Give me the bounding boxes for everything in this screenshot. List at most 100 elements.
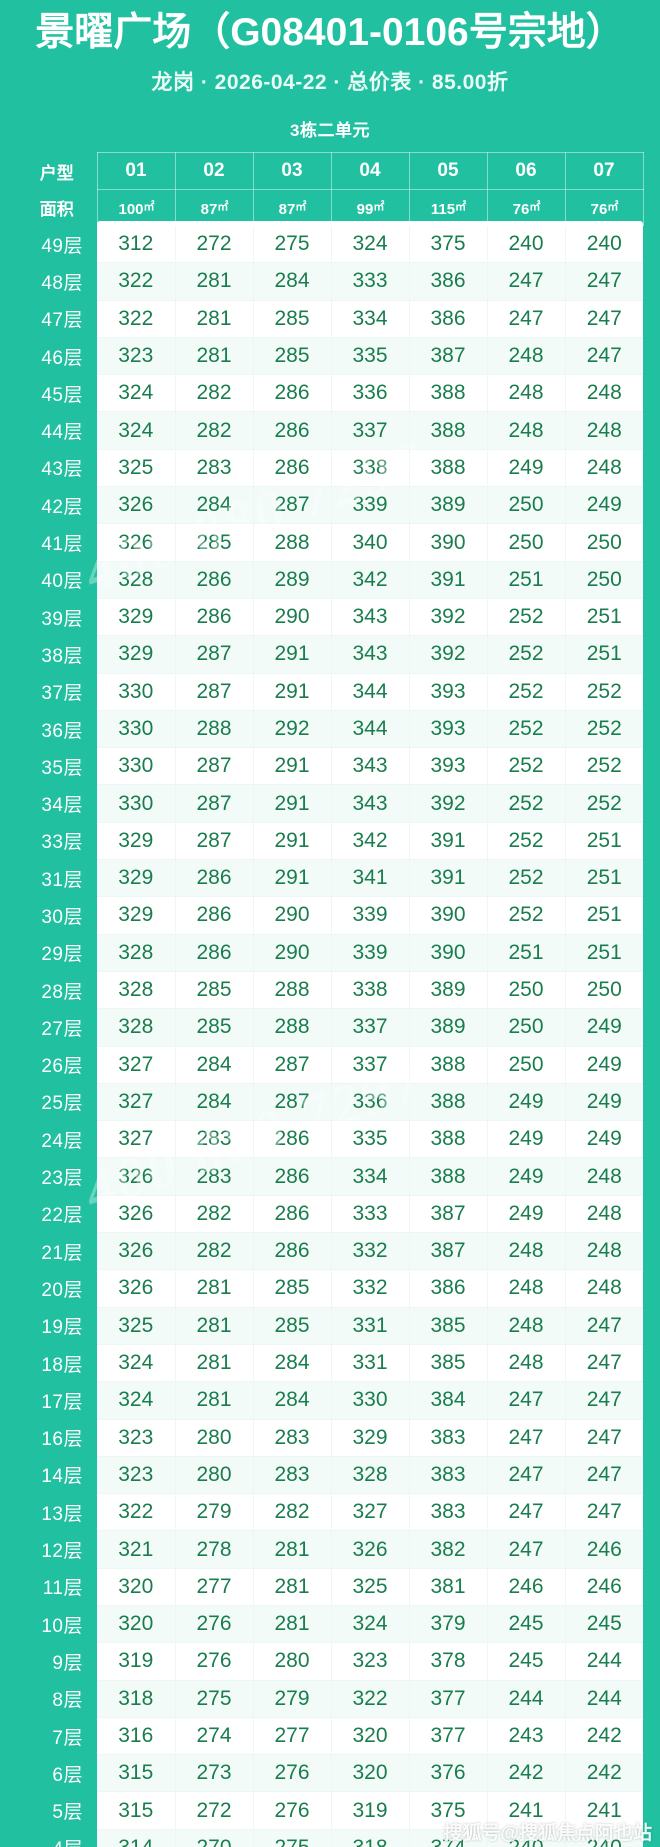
- row-floor-label: 26层: [41, 1056, 83, 1078]
- price-cell: 319: [97, 1642, 176, 1681]
- price-cell: 328: [97, 971, 176, 1010]
- price-cell: 276: [175, 1642, 254, 1681]
- table-row: 31层 329 286 291 341 391 252 251: [17, 859, 643, 898]
- price-cell: 252: [487, 896, 566, 935]
- price-cell: 379: [409, 1605, 488, 1644]
- price-cell: 247: [565, 1456, 643, 1495]
- price-cell: 282: [175, 1232, 254, 1271]
- price-cell: 330: [97, 710, 176, 749]
- column-area-07: 76㎡: [564, 189, 644, 226]
- price-cell: 329: [331, 1419, 410, 1457]
- row-floor-label: 36层: [41, 720, 83, 742]
- price-cell: 390: [409, 896, 488, 935]
- price-cell: 328: [97, 561, 176, 599]
- price-cell: 388: [409, 449, 488, 488]
- price-cell: 285: [253, 1269, 332, 1308]
- price-cell: 387: [409, 1232, 488, 1271]
- column-area-06: 76㎡: [486, 189, 566, 226]
- header-label-area: 面积: [39, 200, 74, 219]
- price-cell: 250: [565, 971, 643, 1010]
- price-cell: 322: [331, 1680, 410, 1718]
- table-row: 16层 323 280 283 329 383 247 247: [17, 1419, 643, 1457]
- price-cell: 248: [487, 1232, 566, 1271]
- table-header-row-unit: 户型 01 02 03 04 05 06 07: [17, 152, 644, 190]
- price-cell: 283: [253, 1419, 332, 1457]
- price-cell: 281: [175, 300, 254, 338]
- price-cell: 287: [175, 673, 254, 711]
- row-floor-label: 49层: [41, 235, 83, 257]
- price-cell: 250: [487, 971, 566, 1010]
- price-cell: 329: [97, 822, 176, 861]
- price-cell: 276: [253, 1791, 332, 1830]
- row-floor-label: 41层: [41, 534, 83, 556]
- price-cell: 326: [97, 1232, 176, 1271]
- row-floor-label: 20层: [41, 1279, 83, 1301]
- price-cell: 280: [253, 1642, 332, 1681]
- price-cell: 284: [253, 1344, 332, 1383]
- price-cell: 339: [331, 896, 410, 935]
- price-cell: 286: [175, 561, 254, 599]
- table-row: 27层 328 285 288 337 389 250 249: [17, 1008, 643, 1047]
- price-cell: 250: [487, 1008, 566, 1047]
- price-cell: 240: [487, 1829, 566, 1847]
- price-cell: 246: [487, 1568, 566, 1606]
- price-cell: 240: [487, 225, 566, 264]
- price-cell: 286: [175, 896, 254, 935]
- price-cell: 318: [97, 1680, 176, 1718]
- price-cell: 281: [175, 1381, 254, 1420]
- price-cell: 281: [253, 1605, 332, 1644]
- price-cell: 248: [487, 374, 566, 413]
- price-cell: 249: [487, 1157, 566, 1196]
- price-cell: 281: [253, 1530, 332, 1569]
- price-cell: 326: [331, 1530, 410, 1569]
- price-cell: 314: [97, 1829, 176, 1847]
- price-cell: 245: [487, 1605, 566, 1644]
- price-cell: 331: [331, 1344, 410, 1383]
- price-cell: 386: [409, 262, 488, 301]
- column-area-05: 115㎡: [408, 189, 488, 226]
- price-cell: 247: [565, 337, 643, 376]
- price-cell: 326: [97, 1195, 176, 1234]
- price-cell: 241: [565, 1791, 643, 1830]
- price-cell: 324: [97, 1344, 176, 1383]
- price-cell: 388: [409, 1046, 488, 1084]
- price-cell: 251: [565, 822, 643, 861]
- row-floor-label: 13层: [41, 1503, 83, 1525]
- price-cell: 375: [409, 1791, 488, 1830]
- header-label-unit-type: 户型: [39, 163, 74, 183]
- price-cell: 248: [487, 1307, 566, 1345]
- table-row: 9层 319 276 280 323 378 245 244: [17, 1642, 643, 1681]
- price-cell: 248: [565, 449, 643, 488]
- price-cell: 291: [253, 635, 332, 674]
- price-cell: 249: [487, 1083, 566, 1122]
- price-cell: 248: [487, 337, 566, 376]
- price-cell: 343: [331, 635, 410, 674]
- price-cell: 277: [253, 1717, 332, 1756]
- price-table-wrapper: 400 880 7297 400 880 7297 户型 01 02 03 04…: [17, 152, 644, 1847]
- row-floor-label: 19层: [41, 1317, 83, 1339]
- price-cell: 382: [409, 1530, 488, 1569]
- price-cell: 290: [253, 896, 332, 935]
- table-row: 14层 323 280 283 328 383 247 247: [17, 1456, 643, 1495]
- price-cell: 283: [175, 1120, 254, 1159]
- price-cell: 327: [97, 1046, 176, 1084]
- row-floor-label: 44层: [41, 422, 83, 444]
- price-cell: 322: [97, 1493, 176, 1532]
- price-cell: 323: [97, 1419, 176, 1457]
- table-row: 21层 326 282 286 332 387 248 248: [17, 1232, 643, 1271]
- price-cell: 277: [175, 1568, 254, 1606]
- row-floor-label: 33层: [41, 832, 83, 854]
- price-cell: 328: [331, 1456, 410, 1495]
- price-cell: 341: [331, 859, 410, 898]
- price-cell: 392: [409, 635, 488, 674]
- price-cell: 272: [175, 1791, 254, 1830]
- price-cell: 287: [253, 1083, 332, 1122]
- price-cell: 283: [175, 1157, 254, 1196]
- row-floor-label: 23层: [41, 1168, 83, 1190]
- price-cell: 286: [253, 1232, 332, 1271]
- table-row: 47层 322 281 285 334 386 247 247: [17, 300, 643, 338]
- price-cell: 285: [175, 523, 254, 562]
- price-cell: 284: [253, 1381, 332, 1420]
- price-cell: 291: [253, 822, 332, 861]
- price-cell: 326: [97, 1157, 176, 1196]
